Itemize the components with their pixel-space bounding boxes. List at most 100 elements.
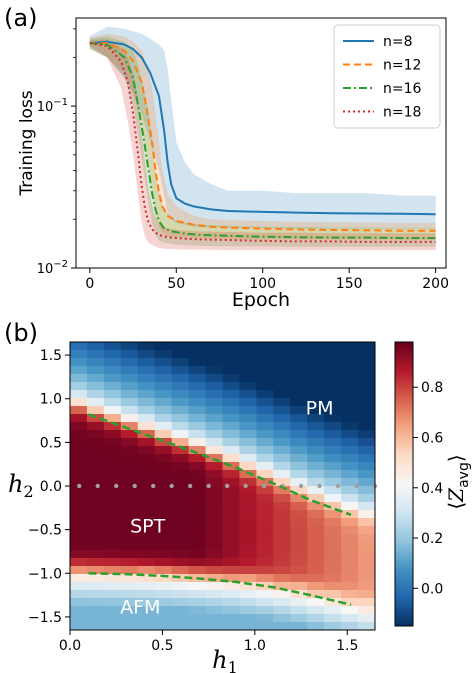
heatmap-cell xyxy=(307,422,325,431)
heatmap-cell xyxy=(256,342,274,351)
heatmap-cell xyxy=(120,446,139,455)
heatmap-cell xyxy=(86,406,105,415)
h2-zero-dotted-line xyxy=(77,483,378,489)
phase-boundaries xyxy=(88,413,352,606)
heatmap-cell xyxy=(103,430,122,439)
heatmap-cell xyxy=(341,470,359,479)
heatmap-cell xyxy=(205,398,223,407)
heatmap-cell xyxy=(103,382,122,391)
heatmap-cell xyxy=(137,454,156,463)
heatmap-cell xyxy=(70,382,88,391)
heatmap-cell xyxy=(307,590,325,599)
heatmap-cell xyxy=(103,446,122,455)
heatmap-cell xyxy=(324,502,342,511)
heatmap-cell xyxy=(358,622,376,631)
legend-label: n=18 xyxy=(383,105,421,121)
heatmap-cell xyxy=(307,542,325,551)
heatmap-cell xyxy=(256,422,274,431)
heatmap-cell xyxy=(358,494,376,503)
heatmap-cell xyxy=(358,350,376,359)
heatmap-cell xyxy=(137,582,156,591)
heatmap-cell xyxy=(188,366,206,375)
upper-phase-boundary xyxy=(88,413,352,516)
heatmap-cell xyxy=(120,534,139,543)
heatmap-cell xyxy=(188,486,206,495)
heatmap-cell xyxy=(358,342,376,351)
heatmap-cell xyxy=(103,614,122,623)
heatmap-cell xyxy=(290,374,308,383)
heatmap-cell xyxy=(358,502,376,511)
heatmap-cell xyxy=(154,486,173,495)
heatmap-cell xyxy=(171,534,190,543)
heatmap-cell xyxy=(222,598,240,607)
heatmap-cell xyxy=(137,558,156,567)
heatmap-cell xyxy=(307,350,325,359)
heatmap-cell xyxy=(239,430,257,439)
heatmap-cell xyxy=(205,550,223,559)
heatmap-cell xyxy=(86,550,105,559)
heatmap-cell xyxy=(137,390,156,399)
heatmap-cell xyxy=(171,542,190,551)
heatmap-cell xyxy=(324,430,342,439)
heatmap-cell xyxy=(324,590,342,599)
colorbar-label: ⟨Zavg⟩ xyxy=(444,454,472,509)
heatmap-cell xyxy=(341,422,359,431)
heatmap-cell xyxy=(86,342,105,351)
heatmap-cell xyxy=(137,350,156,359)
heatmap-cell xyxy=(256,510,274,519)
heatmap-cell xyxy=(70,342,88,351)
grid-dot xyxy=(77,483,82,489)
heatmap-cell xyxy=(171,462,190,471)
heatmap-cell xyxy=(324,518,342,527)
heatmap-cell xyxy=(256,622,274,631)
heatmap-cell xyxy=(324,622,342,631)
heatmap-cell xyxy=(341,350,359,359)
loss-series-lines xyxy=(89,40,436,243)
heatmap-cell xyxy=(171,438,190,447)
heatmap-cell xyxy=(120,566,139,575)
heatmap-cell xyxy=(273,598,291,607)
heatmap-cell xyxy=(290,350,308,359)
heatmap-cell xyxy=(154,542,173,551)
heatmap-cell xyxy=(358,606,376,615)
heatmap-cell xyxy=(120,622,139,631)
heatmap-cell xyxy=(324,350,342,359)
heatmap-cell xyxy=(256,494,274,503)
heatmap-cell xyxy=(70,534,88,543)
h2-tick-label: 1.5 xyxy=(40,348,62,364)
heatmap-cell xyxy=(222,382,240,391)
heatmap-cell xyxy=(86,422,105,431)
heatmap-cell xyxy=(273,350,291,359)
heatmap-cell xyxy=(137,590,156,599)
heatmap-cell xyxy=(358,406,376,415)
heatmap-cell xyxy=(256,414,274,423)
heatmap-cell xyxy=(290,438,308,447)
region-label-afm: AFM xyxy=(120,596,160,618)
heatmap-cell xyxy=(324,382,342,391)
heatmap-cell xyxy=(70,526,88,535)
heatmap-cell xyxy=(324,574,342,583)
heatmap-cell xyxy=(324,342,342,351)
heatmap-cell xyxy=(273,454,291,463)
legend: n=8 n=12 n=16 n=18 xyxy=(333,24,441,129)
heatmap-cell xyxy=(103,542,122,551)
heatmap-cell xyxy=(86,566,105,575)
heatmap-cell xyxy=(154,446,173,455)
heatmap-cell xyxy=(103,470,122,479)
grid-dot xyxy=(261,483,267,489)
heatmap-cell xyxy=(256,582,274,591)
heatmap-cell xyxy=(86,430,105,439)
heatmap-cell xyxy=(86,382,105,391)
heatmap-cell xyxy=(103,550,122,559)
y-axis-label: Training loss xyxy=(17,90,37,196)
heatmap-cell xyxy=(86,478,105,487)
heatmap-cell xyxy=(273,366,291,375)
heatmap-cell xyxy=(239,526,257,535)
heatmap-cell xyxy=(290,406,308,415)
heatmap-cell xyxy=(341,486,359,495)
heatmap-cell xyxy=(290,478,308,487)
heatmap-cell xyxy=(86,486,105,495)
heatmap-cell xyxy=(154,574,173,583)
heatmap-cell xyxy=(154,494,173,503)
heatmap-cell xyxy=(239,534,257,543)
